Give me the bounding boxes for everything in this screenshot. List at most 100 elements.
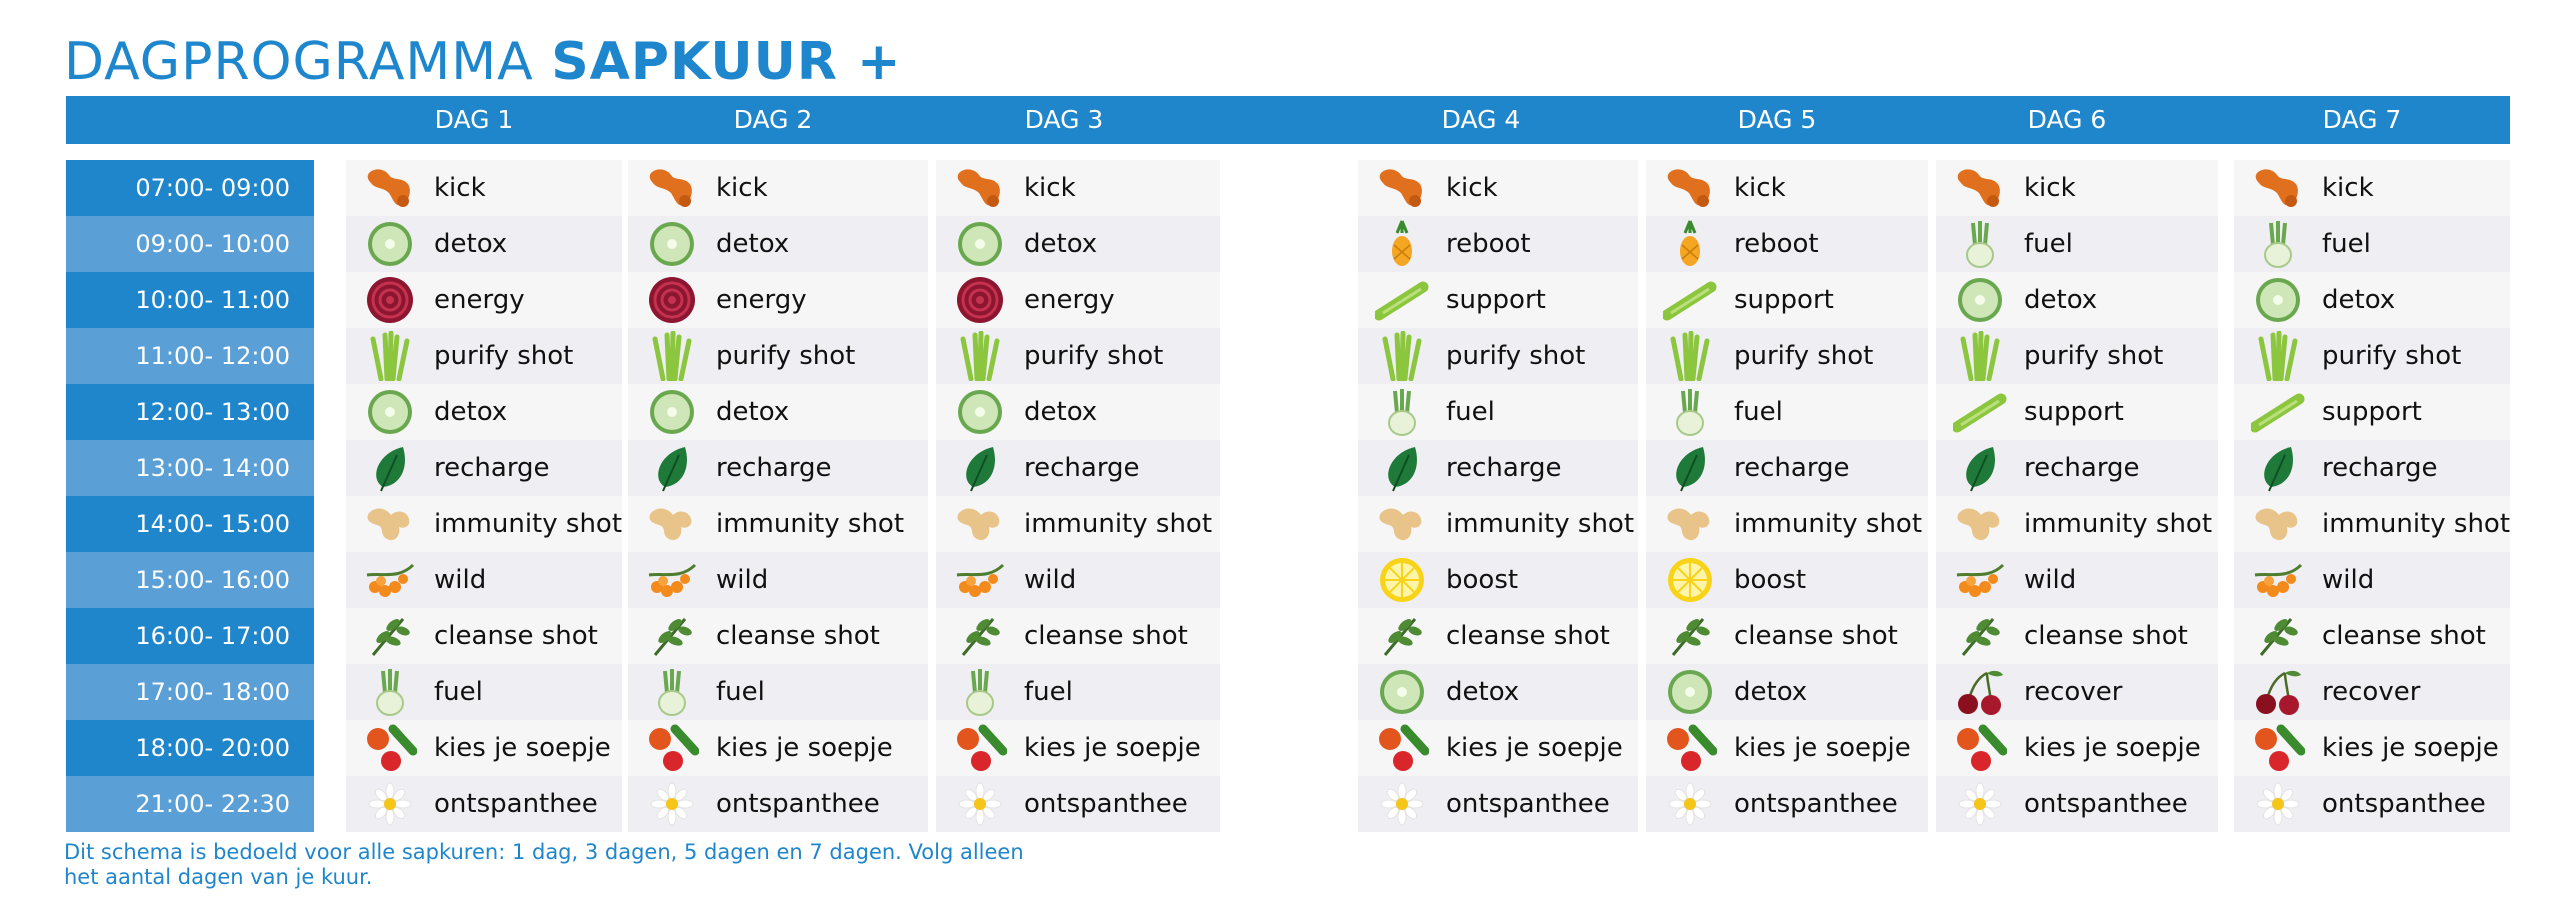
schedule-cell: recharge — [346, 440, 622, 496]
juice-label: detox — [2322, 285, 2396, 315]
cucumber-icon — [1372, 664, 1432, 720]
time-slot: 09:00- 10:00 — [66, 216, 314, 272]
day-header-4: DAG 4 — [1441, 105, 1521, 134]
schedule-cell: ontspanthee — [2234, 776, 2510, 832]
juice-label: cleanse shot — [434, 621, 598, 651]
celery-icon — [2248, 384, 2308, 440]
ginger-root-icon — [2248, 160, 2308, 216]
schedule-cell: kies je soepje — [936, 720, 1220, 776]
schedule-cell: purify shot — [628, 328, 928, 384]
juice-label: detox — [1734, 677, 1808, 707]
schedule-cell: boost — [1646, 552, 1928, 608]
juice-label: detox — [716, 229, 790, 259]
ginger-root-icon — [1950, 160, 2010, 216]
chamomile-icon — [1660, 776, 1720, 832]
juice-label: detox — [1024, 229, 1098, 259]
juice-label: detox — [716, 397, 790, 427]
cherries-icon — [2248, 664, 2308, 720]
schedule-cell: fuel — [628, 664, 928, 720]
ginger-icon — [2248, 496, 2308, 552]
cucumber-icon — [360, 216, 420, 272]
herb-sprig-icon — [642, 608, 702, 664]
schedule-cell: kick — [1358, 160, 1638, 216]
schedule-cell: fuel — [1936, 216, 2218, 272]
fennel-icon — [1950, 216, 2010, 272]
schedule-cell: fuel — [2234, 216, 2510, 272]
juice-label: recharge — [2024, 453, 2140, 483]
schedule-cell: support — [1358, 272, 1638, 328]
day-header-7: DAG 7 — [2322, 105, 2402, 134]
juice-label: wild — [2322, 565, 2375, 595]
juice-label: support — [2322, 397, 2422, 427]
juice-label: recover — [2024, 677, 2123, 707]
juice-label: reboot — [1734, 229, 1819, 259]
time-slot: 13:00- 14:00 — [66, 440, 314, 496]
juice-label: kies je soepje — [1446, 733, 1623, 763]
time-slot: 12:00- 13:00 — [135, 398, 290, 426]
cucumber-icon — [1950, 272, 2010, 328]
schedule-cell: kick — [1936, 160, 2218, 216]
juice-label: wild — [716, 565, 769, 595]
celery-icon — [1372, 272, 1432, 328]
juice-label: purify shot — [716, 341, 856, 371]
time-column — [66, 160, 314, 832]
juice-label: energy — [1024, 285, 1115, 315]
sea-buckthorn-icon — [1950, 552, 2010, 608]
schedule-cell: kies je soepje — [346, 720, 622, 776]
schedule-cell: purify shot — [1358, 328, 1638, 384]
fennel-icon — [950, 664, 1010, 720]
schedule-cell: kies je soepje — [1358, 720, 1638, 776]
tomato-cucumber-icon — [1372, 720, 1432, 776]
schedule-cell: immunity shot — [2234, 496, 2510, 552]
juice-label: kies je soepje — [1734, 733, 1911, 763]
juice-label: support — [1446, 285, 1546, 315]
juice-label: immunity shot — [2024, 509, 2213, 539]
juice-label: reboot — [1446, 229, 1531, 259]
schedule-cell: kick — [628, 160, 928, 216]
ginger-icon — [1372, 496, 1432, 552]
wheatgrass-icon — [1660, 328, 1720, 384]
fennel-icon — [2248, 216, 2308, 272]
schedule-cell: purify shot — [936, 328, 1220, 384]
herb-sprig-icon — [2248, 608, 2308, 664]
pineapple-icon — [1660, 216, 1720, 272]
juice-label: cleanse shot — [716, 621, 880, 651]
schedule-cell: fuel — [936, 664, 1220, 720]
juice-label: detox — [1446, 677, 1520, 707]
spinach-leaf-icon — [950, 440, 1010, 496]
juice-label: fuel — [2024, 229, 2073, 259]
juice-label: support — [1734, 285, 1834, 315]
juice-label: detox — [434, 229, 508, 259]
schedule-cell: ontspanthee — [346, 776, 622, 832]
schedule-cell: support — [1646, 272, 1928, 328]
chamomile-icon — [1372, 776, 1432, 832]
spinach-leaf-icon — [1660, 440, 1720, 496]
schedule-cell: reboot — [1358, 216, 1638, 272]
time-slot: 18:00- 20:00 — [135, 734, 290, 762]
schedule-cell: recharge — [628, 440, 928, 496]
chamomile-icon — [2248, 776, 2308, 832]
juice-label: recover — [2322, 677, 2421, 707]
schedule-cell: detox — [346, 384, 622, 440]
juice-label: cleanse shot — [2024, 621, 2188, 651]
tomato-cucumber-icon — [642, 720, 702, 776]
tomato-cucumber-icon — [1660, 720, 1720, 776]
schedule-cell: ontspanthee — [1936, 776, 2218, 832]
spinach-leaf-icon — [1950, 440, 2010, 496]
time-slot: 07:00- 09:00 — [135, 174, 290, 202]
wheatgrass-icon — [2248, 328, 2308, 384]
juice-label: kies je soepje — [716, 733, 893, 763]
schedule-cell: purify shot — [346, 328, 622, 384]
lemon-icon — [1372, 552, 1432, 608]
juice-label: kies je soepje — [2322, 733, 2499, 763]
juice-label: kick — [1446, 173, 1498, 203]
juice-label: wild — [2024, 565, 2077, 595]
schedule-cell: kick — [936, 160, 1220, 216]
schedule-cell: detox — [1936, 272, 2218, 328]
juice-label: recharge — [2322, 453, 2438, 483]
schedule-cell: fuel — [1646, 384, 1928, 440]
lemon-icon — [1660, 552, 1720, 608]
cherries-icon — [1950, 664, 2010, 720]
schedule-cell: detox — [936, 216, 1220, 272]
cucumber-icon — [950, 216, 1010, 272]
